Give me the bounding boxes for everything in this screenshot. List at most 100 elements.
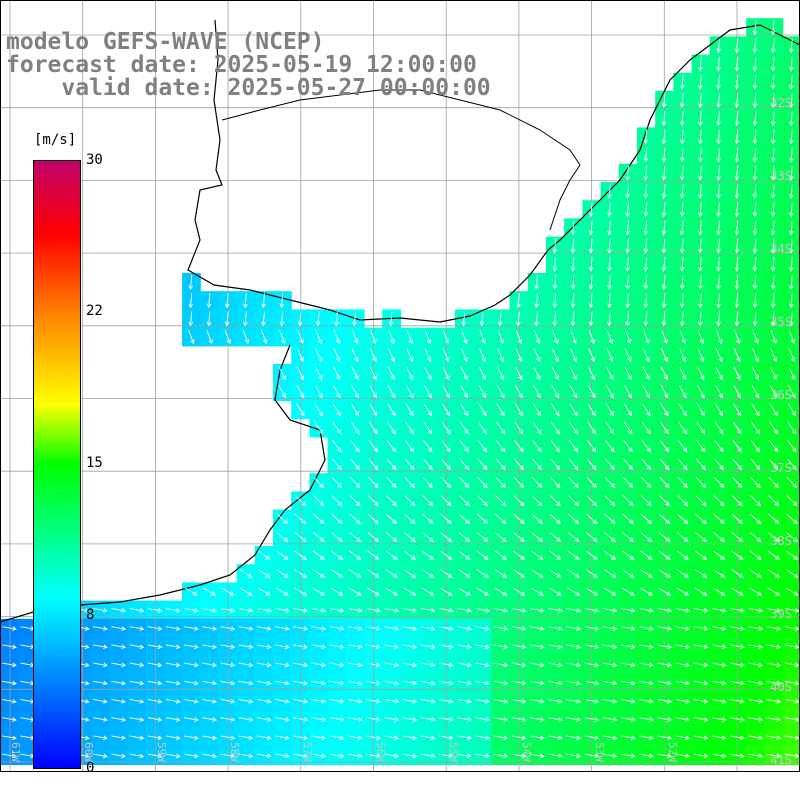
wind-arrow bbox=[385, 550, 398, 560]
wind-arrow bbox=[349, 532, 362, 542]
wind-arrow bbox=[458, 513, 470, 525]
wind-arrow bbox=[351, 366, 359, 381]
wind-arrow bbox=[789, 93, 794, 109]
wind-arrow bbox=[585, 550, 598, 560]
wind-arrow bbox=[258, 550, 271, 560]
wind-arrow bbox=[679, 275, 685, 291]
wind-arrow bbox=[605, 384, 614, 399]
wind-arrow bbox=[570, 238, 576, 254]
wind-arrow bbox=[514, 384, 523, 399]
wind-arrow bbox=[657, 644, 673, 650]
wind-arrow bbox=[220, 680, 236, 686]
wind-arrow bbox=[275, 644, 290, 650]
wind-arrow bbox=[588, 311, 594, 327]
wind-arrow bbox=[279, 293, 285, 309]
wind-arrow bbox=[787, 421, 797, 435]
wind-arrow bbox=[224, 330, 231, 345]
wind-arrow bbox=[730, 717, 745, 722]
wind-arrow bbox=[711, 680, 727, 686]
wind-arrow bbox=[511, 608, 527, 613]
wind-arrow bbox=[733, 384, 741, 399]
wind-arrow bbox=[784, 608, 800, 613]
wind-arrow bbox=[457, 608, 472, 613]
wind-arrow bbox=[715, 348, 723, 363]
wind-arrow bbox=[332, 403, 341, 417]
wind-arrow bbox=[731, 495, 743, 507]
wind-arrow bbox=[607, 184, 612, 200]
wind-arrow bbox=[442, 330, 450, 345]
wind-arrow bbox=[111, 626, 127, 631]
wind-arrow bbox=[767, 532, 780, 542]
wind-arrow bbox=[750, 440, 761, 453]
latitude-label: 36S bbox=[770, 388, 792, 402]
wind-arrow bbox=[748, 699, 764, 704]
wind-arrow bbox=[623, 458, 633, 471]
wind-arrow bbox=[584, 662, 600, 668]
wind-arrow bbox=[620, 735, 636, 741]
wind-arrow bbox=[531, 532, 544, 542]
wind-arrow bbox=[752, 93, 758, 109]
wind-arrow bbox=[311, 662, 327, 668]
wind-arrow bbox=[332, 440, 342, 453]
wind-arrow bbox=[786, 513, 798, 525]
wind-arrow bbox=[351, 384, 359, 399]
wind-arrow bbox=[568, 458, 579, 471]
wind-arrow bbox=[696, 403, 705, 417]
wind-arrow bbox=[659, 440, 670, 453]
wind-arrow bbox=[386, 458, 397, 471]
wind-arrow bbox=[457, 587, 471, 596]
wind-arrow bbox=[238, 608, 254, 613]
wind-arrow bbox=[570, 348, 577, 363]
wind-arrow bbox=[552, 275, 558, 291]
wind-arrow bbox=[641, 421, 651, 435]
wind-arrow bbox=[693, 626, 709, 631]
wind-arrow bbox=[787, 384, 796, 399]
wind-arrow bbox=[276, 550, 289, 560]
wind-arrow bbox=[314, 384, 323, 399]
wind-arrow bbox=[657, 662, 673, 668]
wind-arrow bbox=[675, 699, 691, 704]
wind-arrow bbox=[750, 495, 761, 507]
wind-arrow bbox=[625, 275, 630, 291]
wind-arrow bbox=[256, 717, 272, 722]
wind-arrow bbox=[330, 550, 344, 560]
wind-arrow bbox=[495, 495, 507, 507]
wind-arrow bbox=[497, 330, 504, 345]
wind-arrow bbox=[438, 608, 454, 613]
wind-arrow bbox=[129, 735, 145, 741]
wind-arrow bbox=[642, 384, 650, 399]
wind-arrow bbox=[165, 699, 181, 704]
wind-arrow bbox=[696, 384, 705, 399]
wind-arrow bbox=[584, 680, 600, 686]
wind-arrow bbox=[349, 513, 361, 525]
wind-arrow bbox=[495, 513, 507, 525]
wind-arrow bbox=[147, 680, 163, 686]
wind-arrow bbox=[713, 495, 725, 507]
wind-arrow bbox=[387, 403, 396, 417]
wind-arrow bbox=[602, 608, 618, 613]
wind-arrow bbox=[369, 348, 377, 363]
wind-arrow bbox=[312, 569, 326, 578]
wind-arrow bbox=[111, 608, 127, 613]
wind-arrow bbox=[752, 165, 758, 181]
wind-arrow bbox=[607, 293, 612, 309]
wind-arrow bbox=[752, 348, 759, 363]
wind-arrow bbox=[93, 680, 108, 686]
wind-arrow bbox=[734, 330, 741, 345]
wind-arrow bbox=[675, 753, 691, 759]
wind-arrow bbox=[402, 626, 418, 631]
wind-arrow bbox=[457, 626, 472, 631]
wind-arrow bbox=[624, 348, 632, 363]
wind-arrow bbox=[184, 608, 199, 613]
wind-arrow bbox=[766, 680, 782, 686]
wind-arrow bbox=[693, 644, 709, 650]
wind-arrow bbox=[625, 184, 630, 200]
wind-arrow bbox=[770, 275, 776, 291]
wind-arrow bbox=[405, 421, 414, 435]
wind-arrow bbox=[422, 458, 433, 471]
wind-arrow bbox=[348, 569, 362, 578]
wind-arrow bbox=[459, 476, 470, 489]
wind-speed-cell bbox=[782, 564, 800, 583]
wind-arrow bbox=[420, 717, 436, 722]
wind-arrow bbox=[386, 440, 397, 453]
